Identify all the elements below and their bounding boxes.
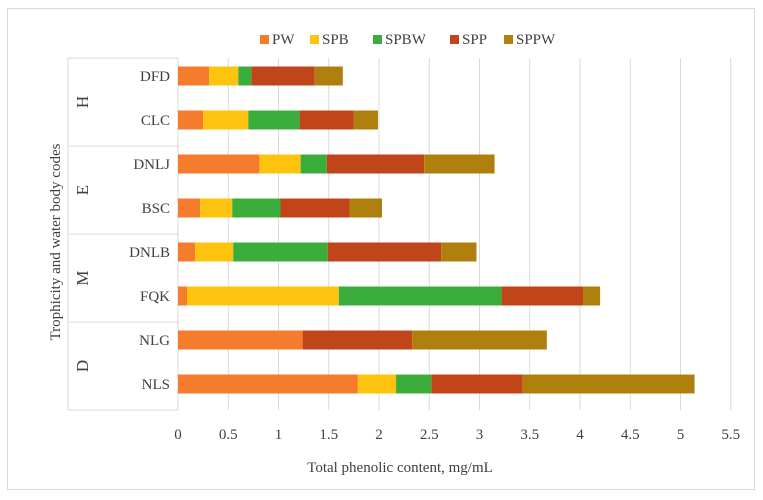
bar-CLC-SPPW	[353, 110, 378, 130]
bar-DFD-PW	[178, 66, 210, 86]
bar-DFD-SPBW	[238, 66, 252, 86]
group-label-M: M	[73, 270, 92, 285]
legend-label-SPBW: SPBW	[385, 32, 427, 48]
x-tick-label: 1.5	[319, 427, 338, 443]
bar-BSC-SPPW	[349, 198, 383, 218]
x-axis-ticks: 0 0.5 1 1.5 2 2.5 3 3.5 4 4.5 5 5.5	[174, 427, 740, 443]
bar-DNLJ-PW	[178, 154, 260, 174]
bar-FQK-SPPW	[583, 286, 601, 306]
legend-swatch-SPB	[310, 35, 319, 44]
legend-swatch-SPPW	[504, 35, 513, 44]
y-axis: H E M D DFD CLC DNLJ BSC DNLB FQK NLG NLS	[67, 57, 179, 411]
x-tick-label: 2.5	[420, 427, 439, 443]
legend: PW SPB SPBW SPP SPPW	[260, 32, 556, 48]
bar-DNLJ-SPP	[326, 154, 425, 174]
category-label-FQK: FQK	[140, 289, 170, 305]
bar-FQK-SPB	[187, 286, 339, 306]
bar-DNLJ-SPB	[259, 154, 301, 174]
group-label-E: E	[73, 185, 92, 195]
bar-NLS-SPBW	[396, 374, 432, 394]
bar-DFD-SPPW	[314, 66, 343, 86]
x-tick-label: 4	[576, 427, 584, 443]
bar-CLC-PW	[178, 110, 204, 130]
x-tick-label: 0.5	[219, 427, 238, 443]
bar-BSC-SPP	[280, 198, 350, 218]
bar-NLG-SPPW	[412, 330, 547, 350]
bar-BSC-SPB	[200, 198, 233, 218]
x-tick-label: 1	[275, 427, 283, 443]
x-tick-label: 5	[677, 427, 685, 443]
chart-svg: PW SPB SPBW SPP SPPW H E M D DFD CLC DNLJ BSC DNLB FQ…	[48, 32, 740, 476]
y-axis-title: Trophicity and water body codes	[48, 143, 64, 340]
bar-CLC-SPBW	[248, 110, 300, 130]
bar-DNLJ-SPPW	[424, 154, 495, 174]
bar-NLS-PW	[178, 374, 358, 394]
bar-NLG-SPP	[302, 330, 413, 350]
x-tick-label: 3.5	[520, 427, 539, 443]
bar-NLG-PW	[178, 330, 303, 350]
category-label-DNLJ: DNLJ	[133, 157, 170, 173]
bars	[178, 66, 695, 394]
x-tick-label: 0	[174, 427, 182, 443]
legend-swatch-PW	[260, 35, 269, 44]
category-label-NLG: NLG	[139, 333, 170, 349]
category-label-DNLB: DNLB	[129, 245, 170, 261]
bar-DFD-SPB	[209, 66, 239, 86]
bar-BSC-SPBW	[232, 198, 281, 218]
legend-swatch-SPP	[450, 35, 459, 44]
bar-NLS-SPB	[357, 374, 397, 394]
x-axis-title: Total phenolic content, mg/mL	[307, 460, 493, 476]
category-label-CLC: CLC	[141, 113, 170, 129]
bar-DNLB-SPB	[195, 242, 234, 262]
bar-FQK-SPBW	[338, 286, 502, 306]
category-label-DFD: DFD	[140, 69, 170, 85]
legend-label-PW: PW	[272, 32, 295, 48]
legend-swatch-SPBW	[373, 35, 382, 44]
bar-DNLJ-SPBW	[300, 154, 327, 174]
bar-DNLB-SPPW	[441, 242, 477, 262]
x-tick-label: 5.5	[721, 427, 740, 443]
bar-NLS-SPPW	[522, 374, 695, 394]
bar-DFD-SPP	[251, 66, 315, 86]
x-tick-label: 3	[476, 427, 484, 443]
bar-FQK-PW	[178, 286, 188, 306]
legend-label-SPP: SPP	[462, 32, 487, 48]
category-label-BSC: BSC	[142, 201, 170, 217]
legend-label-SPB: SPB	[322, 32, 349, 48]
bar-DNLB-SPBW	[233, 242, 328, 262]
x-tick-label: 4.5	[621, 427, 640, 443]
bar-CLC-SPB	[203, 110, 249, 130]
bar-BSC-PW	[178, 198, 201, 218]
legend-label-SPPW: SPPW	[516, 32, 556, 48]
bar-FQK-SPP	[501, 286, 584, 306]
x-tick-label: 2	[375, 427, 383, 443]
group-label-D: D	[73, 360, 92, 372]
bar-DNLB-SPP	[327, 242, 442, 262]
category-label-NLS: NLS	[142, 377, 170, 393]
bar-NLS-SPP	[431, 374, 523, 394]
bar-CLC-SPP	[299, 110, 354, 130]
bar-DNLB-PW	[178, 242, 196, 262]
chart-frame: PW SPB SPBW SPP SPPW H E M D DFD CLC DNLJ BSC DNLB FQ…	[7, 8, 755, 490]
group-label-H: H	[73, 96, 92, 108]
